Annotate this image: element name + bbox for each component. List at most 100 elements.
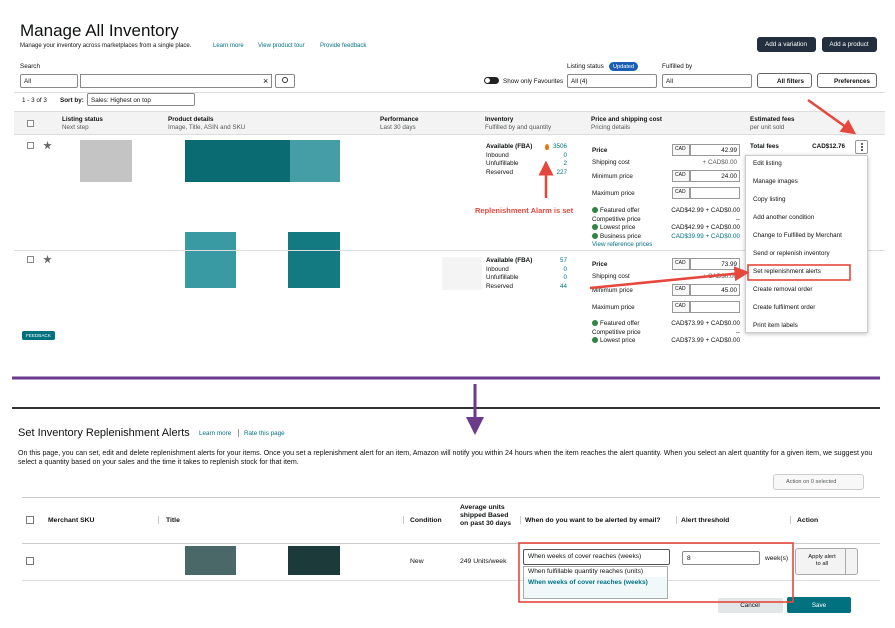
search-input[interactable] bbox=[80, 74, 272, 88]
column-title: When do you want to be alerted by email? bbox=[525, 517, 661, 524]
currency-box bbox=[672, 258, 690, 270]
button[interactable] bbox=[757, 73, 812, 88]
feedback-button[interactable] bbox=[22, 331, 55, 340]
product-image bbox=[290, 140, 340, 182]
label[interactable]: 227 bbox=[556, 169, 567, 177]
label: Competitive price bbox=[592, 215, 641, 223]
star-icon[interactable] bbox=[43, 141, 52, 150]
label: Shipping cost bbox=[592, 273, 630, 280]
column-subtitle: Image, Title, ASIN and SKU bbox=[168, 124, 246, 131]
dot bbox=[860, 149, 863, 151]
price-input[interactable] bbox=[690, 258, 740, 270]
price-input[interactable] bbox=[690, 144, 740, 156]
button-label[interactable]: FEEDBACK bbox=[26, 333, 51, 338]
label[interactable]: All (4) bbox=[571, 78, 588, 85]
button[interactable] bbox=[757, 37, 816, 52]
label[interactable]: When weeks of cover reaches (weeks) bbox=[528, 553, 642, 560]
button[interactable] bbox=[822, 37, 877, 52]
search-button[interactable] bbox=[275, 74, 295, 88]
select[interactable] bbox=[662, 74, 752, 88]
alert-icon bbox=[545, 144, 549, 150]
number-input[interactable] bbox=[682, 551, 760, 565]
label[interactable]: 73.99 bbox=[721, 261, 737, 268]
label[interactable]: Sales: Highest on top bbox=[91, 97, 151, 104]
label[interactable]: 0 bbox=[563, 151, 567, 159]
label[interactable]: All bbox=[666, 78, 673, 85]
price-input[interactable] bbox=[690, 170, 740, 182]
select[interactable] bbox=[773, 474, 864, 490]
label[interactable]: All bbox=[24, 78, 31, 85]
toggle[interactable] bbox=[484, 77, 499, 84]
label[interactable]: 42.99 bbox=[721, 147, 737, 154]
link[interactable]: View reference prices bbox=[592, 241, 653, 248]
label[interactable]: 44 bbox=[559, 283, 567, 291]
link[interactable]: View product tour bbox=[258, 43, 305, 49]
link[interactable]: Learn more bbox=[213, 43, 244, 49]
label: Unfulfillable bbox=[486, 274, 519, 282]
column-title: Listing status bbox=[62, 116, 103, 123]
select[interactable] bbox=[20, 74, 78, 88]
label[interactable]: 0 bbox=[563, 265, 567, 273]
button-label[interactable]: Apply alert to all bbox=[808, 554, 836, 567]
page-title: Manage All Inventory bbox=[20, 21, 179, 40]
menu-item[interactable]: Send or replenish inventory bbox=[753, 250, 830, 257]
button[interactable] bbox=[787, 597, 851, 613]
label: New bbox=[410, 558, 424, 565]
button[interactable] bbox=[795, 548, 858, 575]
table-header bbox=[14, 111, 885, 135]
menu-item[interactable]: Copy listing bbox=[753, 196, 786, 203]
label: CAD$42.99 + CAD$0.00 bbox=[671, 207, 740, 214]
button-label[interactable]: Cancel bbox=[740, 602, 760, 609]
label: Manage your inventory across marketplace… bbox=[20, 43, 192, 49]
button-label[interactable]: All filters bbox=[777, 78, 804, 85]
button-label[interactable]: Add a product bbox=[829, 41, 869, 48]
menu-item[interactable]: Add another condition bbox=[753, 214, 815, 221]
checkbox[interactable] bbox=[26, 557, 34, 565]
button-label[interactable]: Save bbox=[811, 602, 827, 609]
label[interactable]: 0 bbox=[563, 274, 567, 282]
checkbox[interactable] bbox=[27, 256, 34, 263]
star-icon[interactable] bbox=[43, 255, 52, 264]
row-separator bbox=[22, 543, 880, 544]
label: CAD bbox=[675, 146, 686, 152]
label[interactable]: Action on 0 selected bbox=[786, 479, 837, 485]
column-title: Estimated fees bbox=[750, 116, 795, 123]
menu-item[interactable]: Print item labels bbox=[753, 322, 798, 329]
column-title: Price and shipping cost bbox=[591, 116, 663, 123]
select[interactable] bbox=[567, 74, 657, 88]
menu-item[interactable]: Edit listing bbox=[753, 160, 782, 167]
price-input[interactable] bbox=[690, 187, 740, 199]
label: Show only Favourites bbox=[503, 78, 564, 85]
label[interactable]: 3506 bbox=[552, 143, 567, 150]
menu-item[interactable]: Change to Fulfilled by Merchant bbox=[753, 232, 842, 239]
label[interactable]: 45.00 bbox=[721, 287, 737, 294]
product-image bbox=[442, 257, 482, 290]
label[interactable]: 24.00 bbox=[721, 173, 737, 180]
menu-item[interactable]: Create removal order bbox=[753, 286, 813, 293]
button-label[interactable]: Preferences bbox=[834, 78, 871, 85]
link[interactable]: Rate this page bbox=[244, 430, 285, 437]
label[interactable]: 2 bbox=[563, 160, 567, 168]
menu-item[interactable]: Manage images bbox=[753, 178, 798, 185]
clear-icon[interactable]: × bbox=[263, 76, 269, 86]
option[interactable]: When fulfillable quantity reaches (units… bbox=[528, 568, 644, 575]
menu-item[interactable]: Create fulfilment order bbox=[753, 304, 816, 311]
price-input[interactable] bbox=[690, 301, 740, 313]
checkbox[interactable] bbox=[26, 516, 34, 524]
product-image bbox=[80, 140, 132, 182]
checkbox[interactable] bbox=[27, 120, 34, 127]
button[interactable] bbox=[817, 73, 877, 88]
label: Price bbox=[592, 147, 608, 154]
label[interactable]: 57 bbox=[559, 257, 567, 264]
option[interactable]: When weeks of cover reaches (weeks) bbox=[528, 579, 648, 586]
menu-item[interactable]: Set replenishment alerts bbox=[753, 268, 821, 275]
checkbox[interactable] bbox=[27, 142, 34, 149]
label[interactable]: 8 bbox=[687, 555, 691, 562]
column-separator bbox=[403, 516, 404, 524]
select[interactable] bbox=[87, 93, 195, 106]
link[interactable]: Provide feedback bbox=[320, 43, 367, 49]
check-icon bbox=[592, 233, 598, 240]
button-label[interactable]: Add a variation bbox=[764, 41, 808, 48]
link[interactable]: Learn more bbox=[199, 430, 232, 437]
